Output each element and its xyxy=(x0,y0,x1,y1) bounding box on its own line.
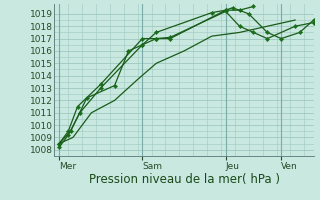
X-axis label: Pression niveau de la mer( hPa ): Pression niveau de la mer( hPa ) xyxy=(89,173,279,186)
